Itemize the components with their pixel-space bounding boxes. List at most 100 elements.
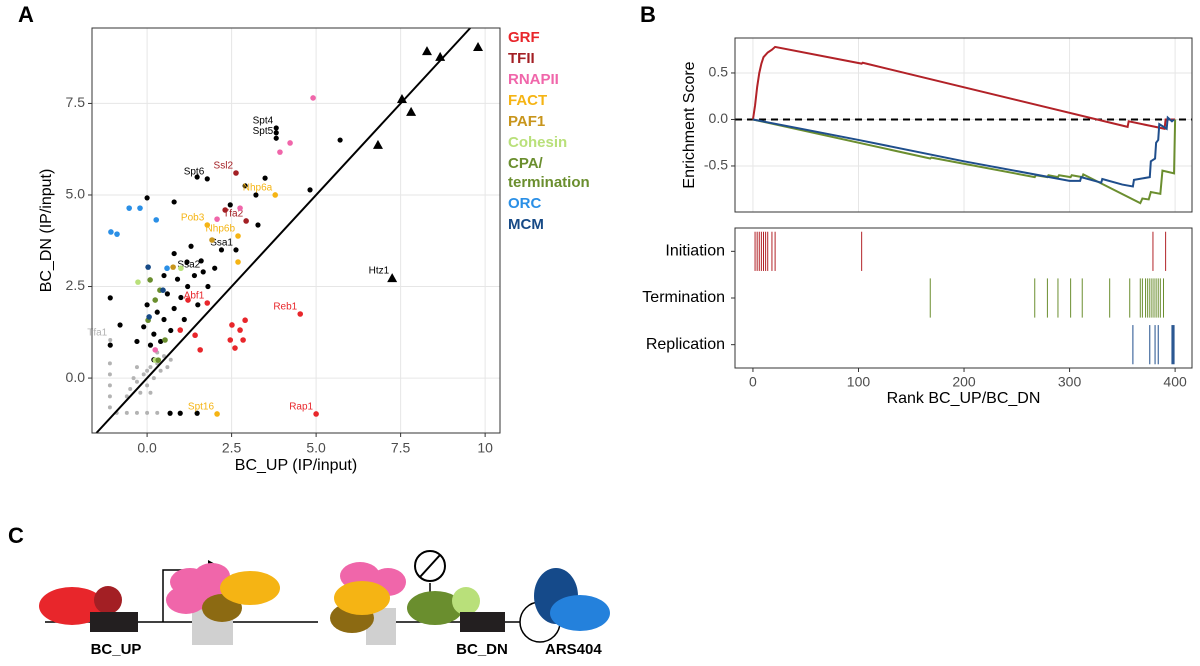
row-label: Initiation xyxy=(665,243,725,260)
x-tick-label: 2.5 xyxy=(222,440,242,456)
row-label: Termination xyxy=(642,289,725,306)
point-label: Ssa1 xyxy=(210,238,233,249)
y-tick-label: 7.5 xyxy=(66,94,86,110)
legend-entry: CPA/ termination xyxy=(508,155,590,191)
point xyxy=(198,258,204,264)
point-label: Spt16 xyxy=(188,402,215,413)
point xyxy=(185,283,191,290)
point xyxy=(255,222,261,228)
point xyxy=(134,338,140,345)
point xyxy=(237,327,243,333)
point xyxy=(168,327,174,334)
point xyxy=(145,264,151,270)
point xyxy=(233,247,239,253)
point xyxy=(167,410,173,416)
point-label: Reb1 xyxy=(273,302,297,313)
point xyxy=(134,410,139,415)
point xyxy=(107,342,113,348)
point xyxy=(128,387,133,392)
protein xyxy=(452,587,480,615)
point xyxy=(313,411,319,417)
point xyxy=(158,368,163,373)
point xyxy=(131,376,136,381)
triangle-point xyxy=(387,273,398,283)
y-tick-label: -0.5 xyxy=(704,157,728,173)
point xyxy=(108,337,113,342)
legend-entry: GRF xyxy=(508,29,540,46)
point xyxy=(297,311,304,317)
point-label: Spt5 xyxy=(253,126,274,137)
triangle-point xyxy=(396,94,407,104)
point xyxy=(117,322,123,328)
point xyxy=(197,347,203,353)
point xyxy=(174,276,181,282)
point xyxy=(148,365,153,370)
es-curve xyxy=(752,115,1175,188)
legend-entry: ORC xyxy=(508,195,542,212)
point-label: Ssa2 xyxy=(177,260,200,271)
bc-dn-box xyxy=(460,612,505,632)
x-axis-title: Rank BC_UP/BC_DN xyxy=(887,390,1041,407)
point xyxy=(162,337,168,343)
protein xyxy=(550,595,610,631)
point xyxy=(262,175,268,181)
point xyxy=(151,331,157,337)
triangle-point xyxy=(372,139,383,149)
point xyxy=(126,205,132,211)
x-tick-label: 5.0 xyxy=(306,440,326,456)
point xyxy=(227,202,233,208)
point xyxy=(192,332,198,339)
diagram-label: BC_DN xyxy=(456,641,508,658)
point xyxy=(184,259,190,265)
diagram: BC_UP BC_DN ARS404 xyxy=(39,550,610,658)
y-axis-title: BC_DN (IP/input) xyxy=(38,169,55,293)
point xyxy=(160,287,166,293)
point xyxy=(141,372,146,377)
point xyxy=(287,140,293,146)
point-label: Tfa2 xyxy=(223,209,243,220)
point xyxy=(107,372,112,377)
es-curve xyxy=(751,45,1176,130)
plot-border xyxy=(91,27,501,434)
point xyxy=(161,272,167,279)
point xyxy=(212,265,218,271)
point xyxy=(134,365,139,370)
point-label: Abf1 xyxy=(184,291,205,302)
point xyxy=(195,302,201,308)
panel-label: B xyxy=(640,2,656,27)
point xyxy=(178,294,184,301)
point xyxy=(145,383,150,388)
point xyxy=(188,243,194,249)
plot-border xyxy=(734,37,1193,213)
triangle-point xyxy=(473,42,484,52)
point xyxy=(107,295,113,301)
point xyxy=(146,314,152,320)
point xyxy=(107,383,112,388)
legend-entry: Cohesin xyxy=(508,134,568,151)
point-label: Nhp6b xyxy=(206,224,236,235)
y-tick-label: 0.0 xyxy=(709,110,729,126)
y-tick-label: 0.0 xyxy=(66,369,86,385)
point xyxy=(152,347,159,353)
point xyxy=(235,259,241,265)
point xyxy=(209,237,215,243)
point xyxy=(204,300,211,306)
identity-line xyxy=(95,27,471,434)
point xyxy=(168,357,173,362)
point-label: Spt4 xyxy=(253,116,274,127)
point xyxy=(137,205,143,211)
point xyxy=(135,279,141,285)
point xyxy=(229,322,235,328)
point xyxy=(171,305,177,312)
y-tick-label: 2.5 xyxy=(66,277,86,293)
point xyxy=(155,357,162,363)
x-tick-label: 100 xyxy=(847,374,871,390)
point xyxy=(181,316,187,323)
point xyxy=(107,361,112,366)
point xyxy=(237,205,243,211)
x-tick-label: 300 xyxy=(1058,374,1082,390)
point-label: Tfa1 xyxy=(87,328,107,339)
point xyxy=(124,410,129,415)
x-axis-title: BC_UP (IP/input) xyxy=(235,457,357,474)
